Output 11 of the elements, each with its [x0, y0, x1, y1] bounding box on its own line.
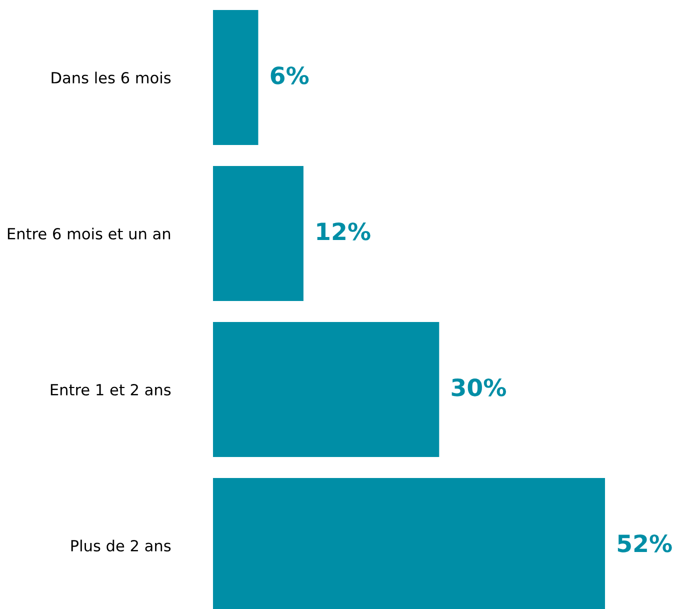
data-label: 6%: [270, 66, 309, 84]
data-label: 52%: [618, 534, 672, 552]
bar: [213, 166, 304, 301]
y-tick-label: Entre 6 mois et un an: [8, 228, 170, 240]
data-label: 30%: [452, 378, 506, 396]
data-label: 12%: [317, 222, 370, 240]
y-tick-label: Plus de 2 ans: [71, 540, 171, 552]
y-tick-label: Dans les 6 mois: [52, 72, 171, 84]
bar: [213, 322, 440, 457]
bar: [213, 10, 258, 145]
y-tick-label: Entre 1 et 2 ans: [50, 384, 171, 396]
